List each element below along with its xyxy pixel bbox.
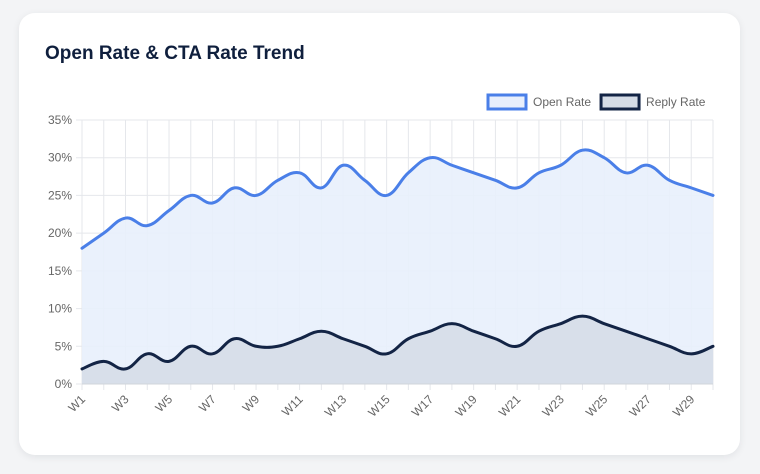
legend-swatch [486,93,528,111]
legend-label: Reply Rate [646,95,706,109]
x-tick-label: W9 [240,392,263,415]
y-tick-label: 0% [55,377,73,391]
x-tick-label: W11 [279,392,306,419]
reply-rate-line [80,314,715,371]
x-tick-label: W27 [626,392,654,420]
x-tick-label: W3 [109,392,132,415]
y-tick-label: 30% [48,151,72,165]
x-tick-label: W25 [583,392,611,420]
x-tick-label: W21 [496,392,524,420]
x-tick-label: W13 [322,392,350,420]
y-tick-label: 10% [48,302,72,316]
y-tick-label: 15% [48,264,72,278]
x-tick-label: W29 [670,392,698,420]
x-tick-label: W15 [365,392,393,420]
x-tick-label: W23 [539,392,567,420]
reply-rate-area [82,316,713,384]
x-tick-label: W17 [409,392,437,420]
x-tick-label: W5 [153,392,176,415]
y-tick-label: 25% [48,188,72,202]
open-rate-line [80,148,715,250]
x-tick-label: W1 [65,392,88,415]
legend-swatch [599,93,641,111]
y-tick-label: 35% [48,113,72,127]
legend-label: Open Rate [533,95,591,109]
x-tick-label: W19 [452,392,480,420]
legend-item-reply-rate[interactable]: Reply Rate [599,93,706,111]
chart-title: Open Rate & CTA Rate Trend [45,43,305,64]
y-tick-label: 20% [48,226,72,240]
x-tick-label: W7 [196,392,219,415]
y-tick-label: 5% [55,339,73,353]
legend: Open Rate Reply Rate [486,93,706,111]
legend-item-open-rate[interactable]: Open Rate [486,93,591,111]
series-lines [80,148,715,371]
